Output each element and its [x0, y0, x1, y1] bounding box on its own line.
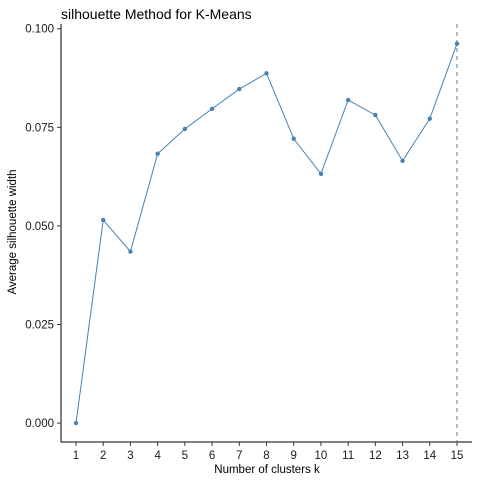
x-tick-label: 5: [182, 450, 188, 462]
y-tick-label: 0.075: [25, 122, 54, 134]
data-point: [454, 41, 460, 46]
data-point: [345, 97, 351, 103]
x-tick-label: 9: [291, 450, 297, 462]
y-tick-label: 0.025: [25, 319, 54, 331]
x-tick-label: 6: [209, 450, 215, 462]
x-tick-label: 15: [451, 450, 464, 462]
x-tick-label: 11: [342, 450, 354, 462]
x-axis-label: Number of clusters k: [214, 464, 320, 476]
x-tick-label: 14: [423, 450, 436, 462]
x-tick-label: 12: [369, 450, 382, 462]
data-point: [264, 71, 269, 76]
data-point: [373, 112, 378, 118]
series-line: [75, 43, 458, 424]
x-tick-label: 13: [396, 450, 409, 462]
data-point: [182, 126, 188, 132]
data-point: [318, 171, 324, 177]
x-tick-label: 7: [236, 450, 242, 462]
data-point: [400, 158, 405, 164]
y-axis-label: Average silhouette width: [7, 169, 19, 294]
data-point: [101, 217, 106, 223]
x-tick-label: 4: [154, 450, 161, 462]
y-tick-label: 0.000: [25, 418, 54, 430]
data-point: [209, 106, 215, 111]
chart-title: silhouette Method for K-Means: [61, 6, 252, 22]
x-tick-label: 1: [73, 450, 79, 462]
x-tick-label: 10: [315, 450, 328, 462]
x-tick-label: 3: [127, 450, 133, 462]
data-point: [73, 420, 79, 426]
x-tick-label: 2: [100, 450, 106, 462]
data-point: [291, 136, 296, 141]
data-point: [155, 151, 160, 156]
x-tick-label: 8: [263, 450, 269, 462]
y-tick-label: 0.100: [25, 24, 54, 36]
data-point: [427, 116, 432, 121]
data-point: [237, 86, 242, 92]
y-tick-label: 0.050: [25, 221, 54, 233]
data-point: [128, 249, 133, 254]
